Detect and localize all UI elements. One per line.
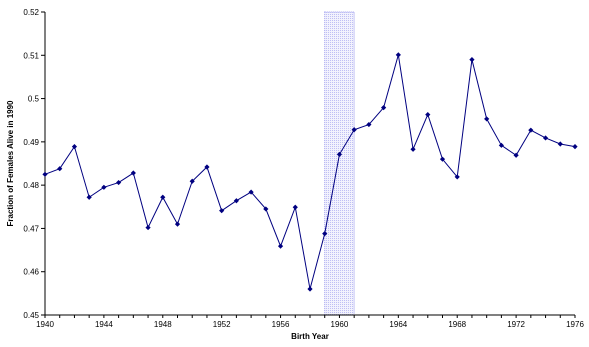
data-point xyxy=(513,152,519,158)
x-tick-label: 1952 xyxy=(213,320,231,329)
data-point xyxy=(484,116,490,122)
data-point xyxy=(277,243,284,249)
shaded-region-layer xyxy=(324,11,355,316)
y-tick-label: 0.52 xyxy=(23,8,39,17)
x-tick-label: 1972 xyxy=(507,320,525,329)
y-tick-label: 0.48 xyxy=(23,181,39,190)
data-point xyxy=(101,184,107,190)
data-point xyxy=(130,170,136,176)
data-point xyxy=(454,174,460,180)
data-point xyxy=(425,111,431,118)
x-tick-label: 1976 xyxy=(566,320,584,329)
y-tick-label: 0.51 xyxy=(23,51,39,60)
x-tick-label: 1944 xyxy=(95,320,113,329)
series-layer xyxy=(42,52,578,292)
data-point xyxy=(189,178,195,184)
data-point xyxy=(263,206,269,212)
x-tick-label: 1960 xyxy=(331,320,349,329)
data-point xyxy=(351,127,357,133)
data-point xyxy=(366,121,372,128)
y-tick-label: 0.5 xyxy=(28,95,40,104)
data-point xyxy=(528,127,534,133)
data-point xyxy=(145,224,151,231)
data-point xyxy=(292,204,298,210)
y-axis-title: Fraction of Females Alive in 1990 xyxy=(6,100,15,227)
data-point xyxy=(542,135,549,141)
x-ticks: 1940 1944 1948 1952 1956 1960 1964 1968 1972 1976 xyxy=(36,315,584,329)
data-point xyxy=(248,189,254,195)
data-point xyxy=(160,194,166,200)
data-point xyxy=(57,166,63,172)
data-point xyxy=(86,194,92,200)
data-point xyxy=(204,164,210,170)
y-tick-label: 0.45 xyxy=(23,311,39,320)
data-point xyxy=(116,179,122,186)
data-point xyxy=(498,142,504,148)
x-tick-label: 1940 xyxy=(36,320,54,329)
data-point xyxy=(71,144,78,150)
data-point xyxy=(572,144,578,150)
y-tick-label: 0.49 xyxy=(23,138,39,147)
y-tick-label: 0.46 xyxy=(23,268,39,277)
x-tick-label: 1964 xyxy=(389,320,407,329)
data-point xyxy=(42,171,48,177)
data-point xyxy=(410,146,416,152)
data-point xyxy=(219,208,225,214)
data-point xyxy=(469,57,475,63)
shaded-region xyxy=(324,11,355,316)
y-tick-label: 0.47 xyxy=(23,224,39,233)
data-point xyxy=(557,141,563,147)
data-point xyxy=(395,52,401,58)
x-tick-label: 1968 xyxy=(448,320,466,329)
y-ticks: 0.45 0.46 0.47 0.48 0.49 0.5 0.51 0.52 xyxy=(23,8,45,320)
data-point xyxy=(233,198,239,204)
data-point xyxy=(336,151,343,158)
x-tick-label: 1956 xyxy=(272,320,290,329)
x-tick-label: 1948 xyxy=(154,320,172,329)
x-axis-title: Birth Year xyxy=(291,332,329,341)
series-line xyxy=(44,54,576,290)
data-point xyxy=(174,221,181,227)
data-point xyxy=(381,105,387,111)
data-point xyxy=(439,156,446,162)
data-point xyxy=(307,286,313,292)
axes xyxy=(44,12,575,316)
data-point xyxy=(322,231,328,237)
